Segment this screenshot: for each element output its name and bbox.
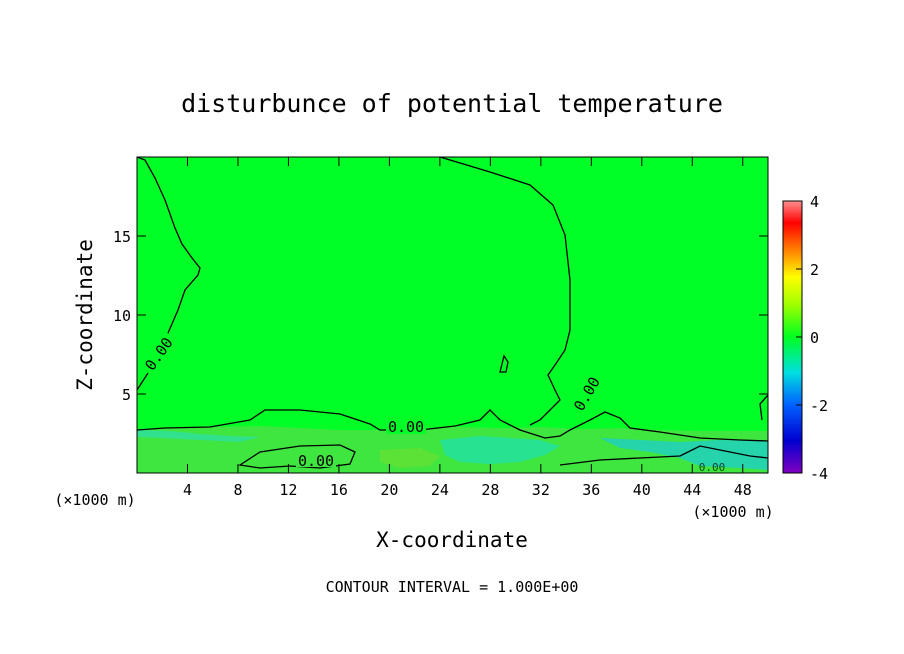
colorbar-ticks: 4 2 0 -2 -4 [796, 193, 828, 483]
x-tick-label: 24 [431, 481, 449, 499]
colorbar-tick-label: 2 [810, 261, 819, 279]
x-axis: 4 8 12 16 20 24 28 32 36 40 44 48 [183, 157, 752, 499]
contour-line-boundary [137, 409, 768, 442]
x-tick-label: 12 [279, 481, 297, 499]
contour-label: 0.00 [699, 461, 726, 474]
cold-pocket-west [137, 430, 260, 442]
x-tick-label: 40 [633, 481, 651, 499]
contour-line-east [559, 445, 768, 466]
warm-pocket [380, 448, 440, 468]
colorbar-tick-label: -2 [810, 397, 828, 415]
contour-line-small [499, 354, 509, 373]
x-unit-label-right: (×1000 m) [692, 503, 773, 521]
colorbar-tick-label: 0 [810, 329, 819, 347]
contour-interval-note: CONTOUR INTERVAL = 1.000E+00 [326, 578, 579, 596]
contour-lines [137, 157, 768, 469]
contour-label: 0.00 [388, 418, 424, 436]
colorbar-tick-label: 4 [810, 193, 819, 211]
x-tick-label: 32 [532, 481, 550, 499]
y-axis-label: Z-coordinate [73, 239, 97, 391]
x-tick-label: 20 [380, 481, 398, 499]
colorbar-tick-label: -4 [810, 465, 828, 483]
cold-pocket-center [440, 436, 560, 464]
x-tick-label: 36 [582, 481, 600, 499]
contour-label: 0.00 [298, 452, 334, 470]
x-axis-label: X-coordinate [376, 528, 528, 552]
x-tick-label: 8 [233, 481, 242, 499]
y-axis: 5 10 15 [113, 228, 768, 404]
field-background [137, 157, 768, 473]
contour-line-right [439, 157, 571, 426]
y-tick-label: 5 [122, 386, 131, 404]
x-tick-label: 28 [481, 481, 499, 499]
x-unit-label: (×1000 m) [54, 491, 135, 509]
colorbar: 4 2 0 -2 -4 [782, 193, 828, 483]
x-tick-label: 44 [683, 481, 701, 499]
x-tick-label: 48 [734, 481, 752, 499]
y-tick-label: 15 [113, 228, 131, 246]
x-tick-label: 4 [183, 481, 192, 499]
contour-line-edge [759, 394, 768, 421]
chart-title: disturbunce of potential temperature [181, 89, 723, 118]
y-tick-label: 10 [113, 307, 131, 325]
x-tick-label: 16 [330, 481, 348, 499]
contour-line-lower [238, 444, 356, 469]
plot-area: 0.00 0.00 0.00 0.00 0.00 [137, 157, 768, 474]
